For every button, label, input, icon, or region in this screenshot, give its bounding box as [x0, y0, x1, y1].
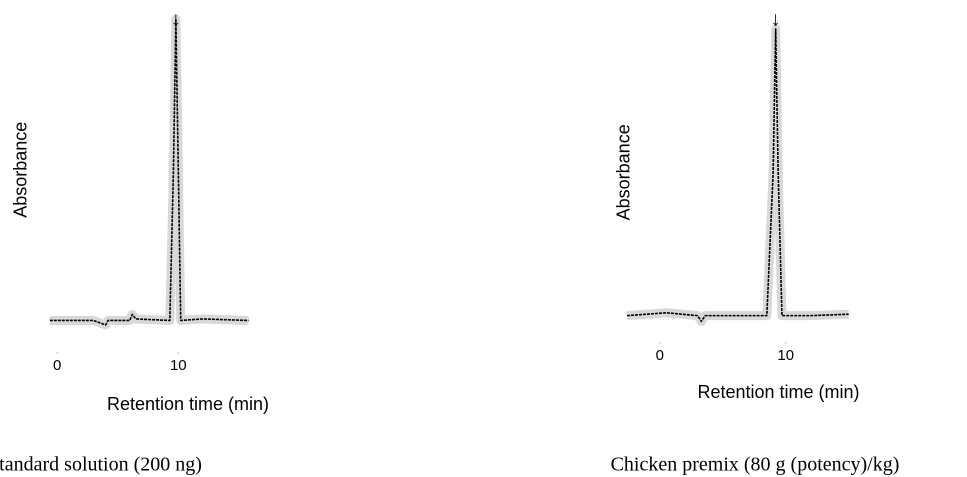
- chromatogram-halo: [626, 24, 849, 326]
- x-tick-label: 10: [777, 347, 794, 364]
- caption: Chicken premix (80 g (potency)/kg): [611, 454, 900, 476]
- x-tick-label: 10: [170, 357, 187, 374]
- peak-arrow: ↓: [171, 8, 181, 30]
- x-tick-label: 0: [656, 347, 664, 364]
- chromatogram-trace: [626, 28, 849, 323]
- x-axis-label: Retention time (min): [697, 382, 859, 402]
- chromatogram-trace: [49, 18, 249, 326]
- x-tick-label: 0: [53, 357, 61, 374]
- caption: Standard solution (200 ng): [0, 454, 202, 476]
- peak-arrow: ↓: [771, 8, 781, 30]
- chromatogram-halo: [49, 14, 249, 330]
- y-axis-label: Absorbance: [11, 122, 31, 218]
- x-axis-label: Retention time (min): [107, 394, 269, 414]
- y-axis-label: Absorbance: [614, 124, 634, 220]
